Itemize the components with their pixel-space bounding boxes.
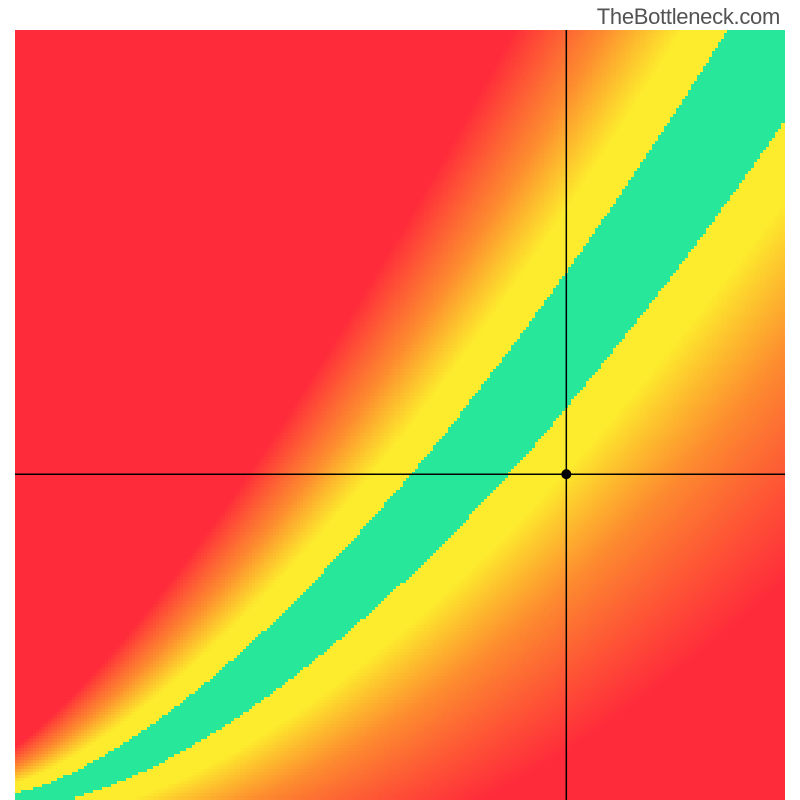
heatmap-plot: [15, 30, 785, 800]
heatmap-canvas: [15, 30, 785, 800]
watermark-text: TheBottleneck.com: [597, 4, 780, 30]
